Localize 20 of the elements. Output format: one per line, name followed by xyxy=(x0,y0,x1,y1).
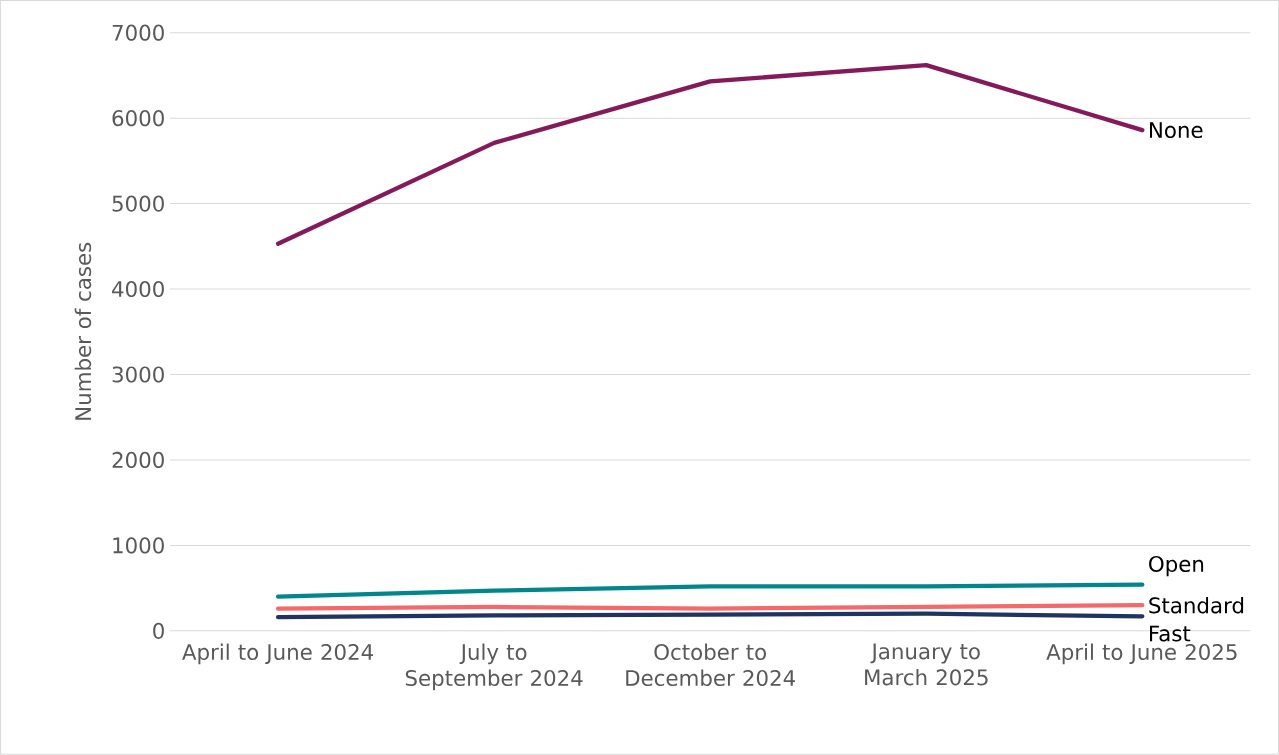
y-tick-label: 7000 xyxy=(112,24,164,41)
y-axis-title: Number of cases xyxy=(74,242,92,420)
series-label: Standard xyxy=(1149,597,1244,614)
y-tick-label: 1000 xyxy=(113,537,164,554)
series-label: Fast xyxy=(1149,625,1191,642)
series-label: None xyxy=(1149,122,1203,139)
y-tick-label: 3000 xyxy=(112,366,164,383)
y-tick-label: 5000 xyxy=(112,195,164,212)
x-tick-label: April to June 2025 xyxy=(1046,643,1237,665)
y-tick-label: 4000 xyxy=(112,281,164,298)
x-tick-label: January to March 2025 xyxy=(865,643,988,686)
x-tick-label: July to September 2024 xyxy=(405,643,583,691)
line-series xyxy=(275,582,1145,599)
x-tick-label: October to December 2024 xyxy=(626,643,795,687)
y-tick-label: 0 xyxy=(153,622,164,639)
x-tick-label: April to June 2024 xyxy=(182,643,374,665)
series-label: Open xyxy=(1149,555,1204,577)
line-series xyxy=(275,63,1145,246)
y-tick-label: 2000 xyxy=(112,451,164,469)
y-tick-label: 6000 xyxy=(112,110,164,127)
